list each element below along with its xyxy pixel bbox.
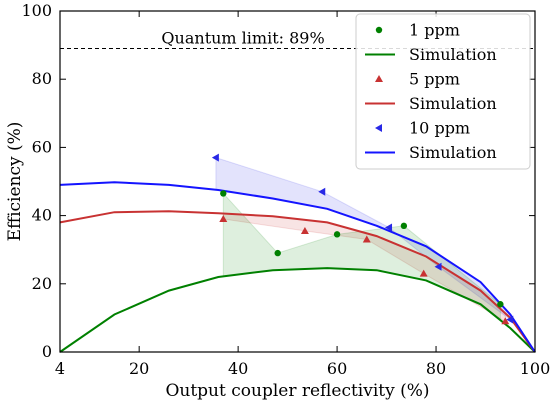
x-tick-label: 20: [129, 359, 149, 378]
simulation-line-5: [59, 181, 536, 353]
data-point-10-ppm-1: [318, 187, 326, 196]
data-point-10-ppm-3: [434, 262, 442, 271]
y-tick-label: 80: [32, 69, 52, 88]
x-tick-label: 80: [426, 359, 446, 378]
legend-marker-5-ppm: [375, 75, 383, 82]
legend-label-simulation: Simulation: [409, 45, 497, 64]
x-axis-title: Output coupler reflectivity (%): [165, 381, 429, 401]
x-tick-label: 40: [228, 359, 248, 378]
simulation-line-3: [59, 210, 536, 353]
y-tick-label: 60: [32, 137, 52, 156]
y-tick-label: 20: [32, 274, 52, 293]
data-point-1-ppm-4: [497, 301, 504, 308]
y-tick-label: 100: [21, 1, 52, 20]
data-point-10-ppm-4: [506, 315, 514, 324]
data-point-5-ppm-3: [419, 269, 428, 277]
legend-label-1-ppm: 1 ppm: [409, 21, 460, 40]
legend-box: [355, 13, 531, 170]
data-point-1-ppm-3: [400, 222, 408, 230]
axes: 4 20 40 60 80 100 0 20 40 60 80 100 Output coupler r…: [5, 1, 550, 401]
plot-frame: [59, 10, 536, 353]
data-point-10-ppm-2: [385, 223, 393, 232]
legend-marker-10-ppm: [375, 124, 382, 132]
legend-label-simulation: Simulation: [409, 94, 497, 113]
data-point-10-ppm-0: [211, 153, 219, 162]
legend-label-simulation: Simulation: [409, 143, 497, 162]
y-tick-label: 40: [32, 206, 52, 225]
legend: 1 ppm Simulation 5 ppm Simulation 10 ppm Simu…: [355, 13, 531, 170]
x-tick-label: 60: [327, 359, 347, 378]
y-tick-label: 0: [42, 342, 52, 361]
data-point-5-ppm-2: [362, 235, 371, 243]
data-point-5-ppm-4: [501, 317, 510, 325]
quantum-limit-label: Quantum limit: 89%: [161, 29, 324, 48]
legend-marker-1-ppm: [375, 26, 383, 34]
x-tick-label: 4: [55, 359, 65, 378]
simulation-lines-layer: [59, 181, 536, 353]
data-point-1-ppm-1: [274, 249, 281, 257]
legend-label-5-ppm: 5 ppm: [409, 70, 460, 89]
y-axis-title: Efficiency (%): [5, 122, 25, 242]
legend-label-10-ppm: 10 ppm: [409, 119, 470, 138]
data-point-5-ppm-0: [219, 215, 228, 223]
data-point-1-ppm-0: [220, 190, 227, 197]
error-band-layer: [215, 156, 511, 323]
simulation-line-1: [59, 267, 536, 353]
data-point-5-ppm-1: [300, 226, 309, 234]
x-tick-label: 100: [520, 359, 550, 378]
data-point-1-ppm-2: [333, 231, 341, 238]
measurement-markers-layer: [211, 153, 514, 325]
